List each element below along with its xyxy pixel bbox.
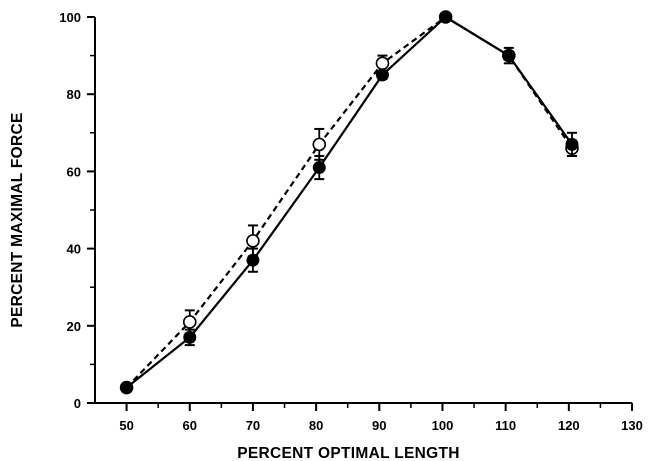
- data-point-open: [375, 56, 390, 71]
- x-tick-label: 70: [246, 418, 260, 433]
- data-point-open: [246, 234, 260, 248]
- data-point-filled: [312, 161, 326, 175]
- series-layer: [119, 10, 579, 395]
- x-tick-label: 120: [558, 418, 580, 433]
- x-tick-label: 90: [372, 418, 386, 433]
- data-point-filled: [502, 49, 516, 63]
- x-tick-label: 100: [432, 418, 454, 433]
- data-point-filled: [246, 253, 260, 267]
- y-axis-title: PERCENT MAXIMAL FORCE: [9, 112, 26, 327]
- y-tick-label: 80: [67, 87, 81, 102]
- y-tick-label: 60: [67, 164, 81, 179]
- x-tick-label: 50: [119, 418, 133, 433]
- data-point-open: [312, 137, 327, 152]
- x-tick-label: 80: [309, 418, 323, 433]
- data-point-filled: [120, 381, 134, 395]
- data-point-filled: [565, 137, 579, 151]
- y-tick-label: 20: [67, 319, 81, 334]
- y-tick-label: 0: [74, 396, 81, 411]
- series-filled-solid: [120, 10, 579, 395]
- data-point-filled: [375, 68, 389, 82]
- x-tick-label: 60: [183, 418, 197, 433]
- data-point-filled: [439, 10, 453, 24]
- x-tick-label: 110: [495, 418, 516, 433]
- series-line: [125, 15, 573, 389]
- y-tick-label: 40: [67, 242, 81, 257]
- y-tick-label: 100: [59, 10, 81, 25]
- axes: 0 20 40 60 80 100 50 60 70 80 90 100 110 120 130: [59, 10, 643, 433]
- x-tick-label: 130: [621, 418, 643, 433]
- data-point-open: [182, 315, 197, 329]
- x-axis-title: PERCENT OPTIMAL LENGTH: [237, 445, 459, 461]
- data-point-filled: [183, 330, 197, 344]
